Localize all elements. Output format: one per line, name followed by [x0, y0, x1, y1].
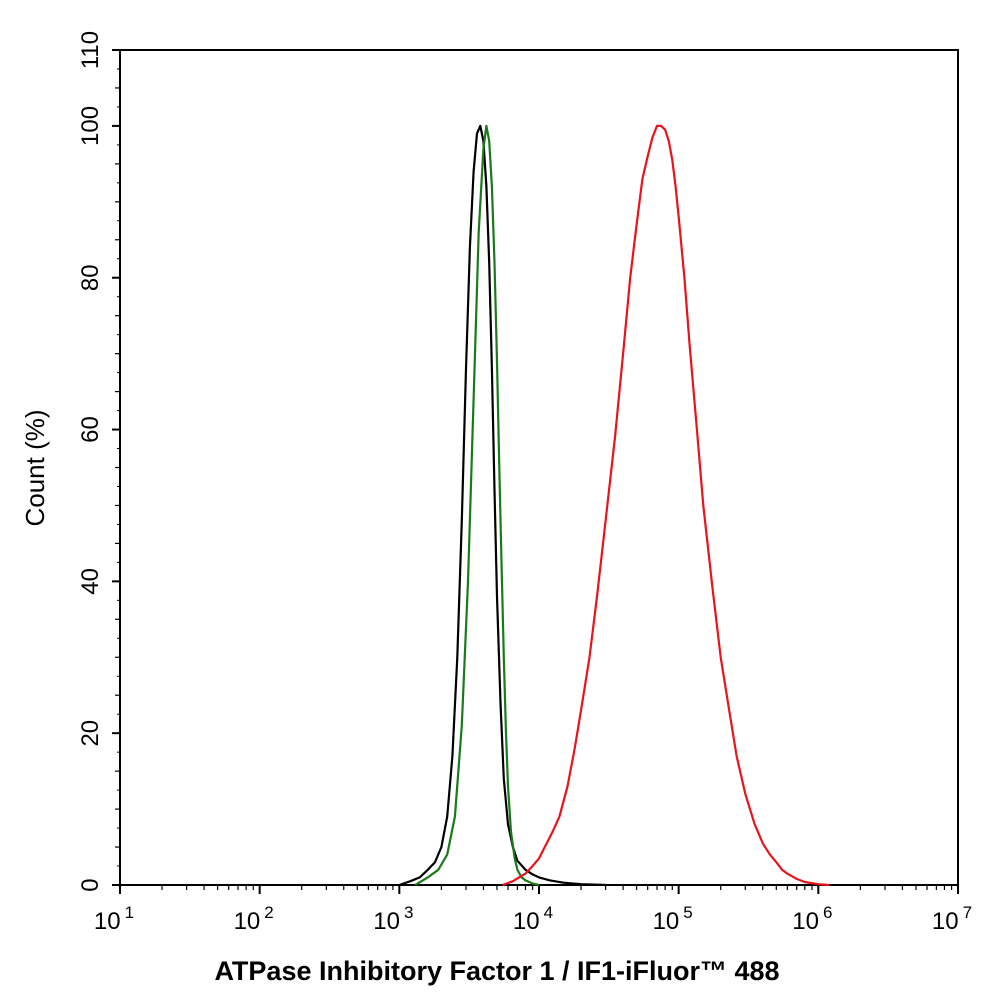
series-line-2 [414, 124, 540, 887]
data-lines [398, 124, 830, 887]
x-axis-title: ATPase Inhibitory Factor 1 / IF1-iFluor™… [214, 956, 779, 986]
y-tick-label: 100 [77, 106, 104, 146]
x-tick-label: 10 6 [792, 903, 832, 935]
series-line-3 [502, 124, 830, 887]
x-tick-label: 10 7 [932, 903, 972, 935]
x-tick-label: 10 2 [234, 903, 274, 935]
y-axis-title: Count (%) [20, 409, 50, 526]
y-tick-label: 80 [77, 264, 104, 291]
tick-marks [112, 49, 959, 894]
x-tick-label: 10 3 [373, 903, 413, 935]
y-tick-label: 60 [77, 416, 104, 443]
x-tick-label: 10 1 [94, 903, 134, 935]
plot-frame [119, 49, 959, 886]
y-tick-label: 40 [77, 568, 104, 595]
y-tick-label: 0 [77, 878, 104, 891]
y-tick-label: 110 [77, 31, 104, 69]
plot-axes [119, 49, 959, 886]
x-tick-label: 10 5 [653, 903, 693, 935]
tick-labels: 0 20 40 60 80 100 110 10 1 10 2 10 3 10 4 10 5 10 6 10 7 [77, 31, 972, 935]
y-tick-label: 20 [77, 720, 104, 747]
series-line-1 [398, 124, 606, 887]
x-tick-label: 10 4 [513, 903, 553, 935]
